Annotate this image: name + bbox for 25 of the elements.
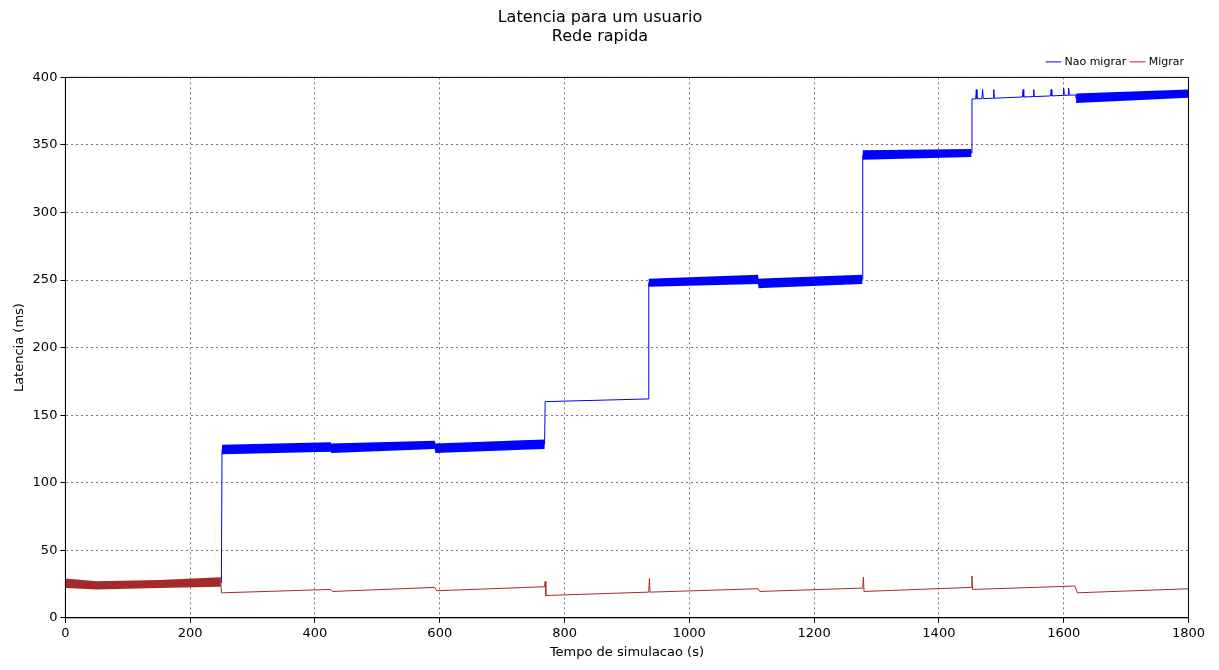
x-tick-label: 1400 <box>922 624 956 640</box>
y-tick-label: 250 <box>32 271 58 287</box>
x-axis-title: Tempo de simulacao (s) <box>548 643 704 659</box>
x-tick-label: 0 <box>61 624 70 640</box>
y-tick-label: 100 <box>32 474 58 490</box>
x-tick-label: 600 <box>427 624 453 640</box>
legend-label: Migrar <box>1148 54 1185 68</box>
x-tick-label: 1600 <box>1047 624 1081 640</box>
y-tick-label: 0 <box>49 609 58 625</box>
x-tick-label: 800 <box>552 624 577 640</box>
y-tick-label: 150 <box>32 406 58 422</box>
x-tick-label: 1800 <box>1171 624 1205 640</box>
x-tick-label: 200 <box>177 624 203 640</box>
x-tick-label: 400 <box>302 624 328 640</box>
y-axis-title: Latencia (ms) <box>11 303 27 393</box>
y-tick-label: 50 <box>40 541 58 557</box>
y-tick-label: 300 <box>32 203 58 219</box>
x-tick-label: 1200 <box>797 624 831 640</box>
legend-label: Nao migrar <box>1064 54 1127 68</box>
y-tick-label: 400 <box>32 68 58 84</box>
x-tick-label: 1000 <box>672 624 706 640</box>
y-tick-label: 200 <box>32 338 58 354</box>
chart-title: Latencia para um usuario <box>497 6 703 26</box>
chart-subtitle: Rede rapida <box>551 25 649 45</box>
y-tick-label: 350 <box>32 136 58 152</box>
